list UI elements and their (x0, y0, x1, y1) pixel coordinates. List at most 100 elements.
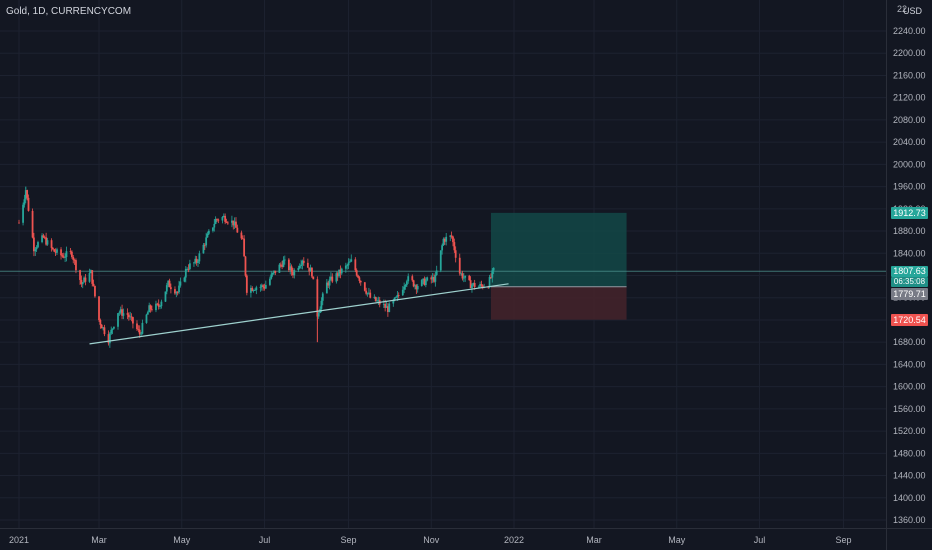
candle-body (340, 268, 343, 274)
candle-body (388, 303, 391, 312)
candle-body (385, 306, 388, 308)
candle-body (43, 237, 46, 239)
candle-body (492, 267, 495, 271)
candle-body (330, 276, 332, 280)
candle-body (274, 270, 277, 273)
candle-body (445, 236, 448, 242)
candle-body (449, 235, 452, 237)
candle-body (260, 285, 263, 287)
candle-body (195, 258, 198, 263)
candle-body (377, 300, 380, 302)
candle-body (140, 333, 142, 335)
candle-body (184, 268, 187, 278)
time-tick-label: 2021 (9, 535, 29, 545)
candle-body (350, 259, 353, 262)
candle-body (283, 259, 286, 261)
candle-body (194, 258, 197, 263)
candle-body (34, 249, 37, 252)
candle-body (259, 286, 262, 288)
candle-body (164, 291, 167, 302)
candle-body (60, 249, 62, 256)
candle-body (179, 281, 182, 286)
candle-body (359, 280, 362, 283)
candle-body (84, 277, 87, 282)
currency-label[interactable]: USD (903, 6, 923, 16)
price-tick-label: 1960.00 (893, 182, 926, 192)
candle-body (241, 238, 244, 240)
candle-body (155, 303, 157, 311)
symbol-title[interactable]: Gold, 1D, CURRENCYCOM (6, 6, 132, 17)
candle-body (45, 237, 48, 245)
candle-body (213, 223, 216, 228)
candle-body (442, 238, 445, 246)
candle-body (386, 306, 389, 312)
candle-body (279, 264, 282, 266)
candle-body (156, 303, 159, 305)
candle-body (236, 227, 239, 233)
candle-body (113, 326, 115, 329)
candle-body (231, 220, 233, 223)
candle-body (434, 274, 437, 282)
candle-body (27, 197, 30, 211)
candle-body (384, 304, 387, 308)
candle-body (397, 295, 400, 296)
candle-body (338, 269, 340, 277)
candle-body (61, 255, 64, 257)
candle-body (453, 242, 456, 251)
candle-body (412, 280, 415, 287)
price-tick-label: 2160.00 (893, 70, 926, 80)
candle-body (433, 277, 435, 282)
candle-body (89, 270, 92, 274)
candle-body (311, 267, 313, 277)
candle-body (18, 222, 20, 224)
candle-body (33, 237, 35, 252)
candle-body (175, 292, 178, 294)
candle-body (202, 244, 205, 254)
candle-body (293, 270, 296, 276)
candle-body (205, 237, 208, 246)
candle-body (426, 277, 429, 281)
price-tick-label: 1480.00 (893, 448, 926, 458)
candle-body (46, 240, 49, 245)
candle-body (281, 264, 283, 267)
candle-body (73, 259, 76, 261)
candle-body (64, 257, 67, 258)
candle-body (373, 296, 376, 298)
candle-body (262, 285, 265, 287)
candle-body (203, 244, 206, 246)
entry-price-tag: 1779.71 (891, 288, 928, 300)
candle-body (321, 293, 324, 301)
countdown-tag: 06:35:08 (891, 277, 928, 287)
candle-body (365, 290, 368, 294)
candle-body (146, 312, 149, 315)
candle-body (35, 247, 38, 250)
price-tick-label: 2000.00 (893, 159, 926, 169)
candle-body (454, 250, 457, 258)
candle-body (54, 251, 57, 253)
candle-body (108, 333, 111, 344)
candle-body (31, 210, 34, 238)
time-tick-label: Mar (91, 535, 107, 545)
price-tick-label: 1360.00 (893, 515, 926, 525)
time-tick-label: Sep (836, 535, 852, 545)
candle-body (141, 322, 144, 334)
candle-body (160, 301, 163, 307)
candle-body (226, 222, 229, 224)
candle-body (107, 334, 110, 344)
candle-body (207, 230, 210, 234)
candle-body (23, 199, 26, 205)
candle-body (471, 284, 473, 289)
candle-body (37, 242, 39, 248)
candle-body (349, 261, 351, 263)
candle-body (414, 285, 416, 287)
time-tick-label: May (173, 535, 191, 545)
candle-body (159, 306, 161, 307)
candle-body (491, 270, 494, 278)
candle-body (137, 329, 140, 330)
candle-body (233, 221, 236, 226)
candle-body (110, 329, 113, 334)
price-tick-label-partial: 22 (897, 4, 907, 14)
candle-body (251, 287, 254, 291)
